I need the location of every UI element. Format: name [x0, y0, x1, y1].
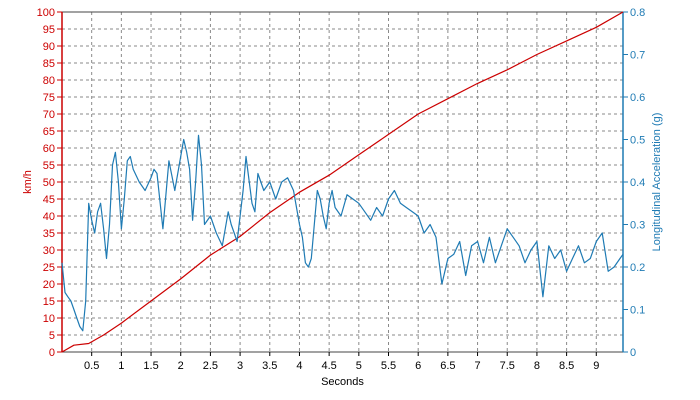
left-axis: 0 5 10 15 20 25 30 35 40 45 50 55 60 65 70 75 80 85 90 95 10… [37, 7, 63, 359]
right-tick-label: 0.1 [630, 305, 645, 317]
left-tick-label: 80 [43, 75, 55, 87]
right-tick-label: 0.3 [630, 220, 645, 232]
left-tick-label: 10 [43, 313, 55, 325]
x-tick-label: 2 [178, 360, 184, 372]
left-tick-label: 55 [43, 160, 55, 172]
left-tick-label: 70 [43, 109, 55, 121]
grid-lines [62, 12, 623, 352]
x-tick-label: 2.5 [203, 360, 218, 372]
left-tick-label: 85 [43, 58, 55, 70]
right-tick-label: 0 [630, 347, 636, 359]
x-tick-label: 3 [237, 360, 243, 372]
x-tick-label: 6 [415, 360, 421, 372]
x-tick-label: 9 [593, 360, 599, 372]
left-tick-label: 25 [43, 262, 55, 274]
x-tick-label: 8 [534, 360, 540, 372]
left-tick-label: 75 [43, 92, 55, 104]
left-tick-label: 15 [43, 296, 55, 308]
x-tick-label: 1.5 [143, 360, 158, 372]
left-tick-label: 65 [43, 126, 55, 138]
left-tick-label: 35 [43, 228, 55, 240]
left-tick-label: 40 [43, 211, 55, 223]
left-tick-label: 0 [49, 347, 55, 359]
right-tick-label: 0.2 [630, 262, 645, 274]
acceleration-line [61, 134, 624, 332]
x-tick-label: 8.5 [559, 360, 574, 372]
right-tick-label: 0.5 [630, 135, 645, 147]
x-tick-label: 1 [118, 360, 124, 372]
x-tick-label: 5.5 [381, 360, 396, 372]
x-tick-label: 7.5 [500, 360, 515, 372]
x-tick-label: 6.5 [440, 360, 455, 372]
x-tick-label: 4.5 [321, 360, 336, 372]
right-tick-label: 0.4 [630, 177, 645, 189]
x-tick-label: 5 [356, 360, 362, 372]
series-layer [61, 11, 624, 353]
left-axis-title: km/h [22, 170, 34, 194]
left-tick-label: 45 [43, 194, 55, 206]
left-tick-label: 30 [43, 245, 55, 257]
speed-line [61, 11, 624, 353]
left-tick-label: 5 [49, 330, 55, 342]
x-axis-title: Seconds [321, 376, 364, 388]
x-tick-label: 0.5 [84, 360, 99, 372]
left-tick-label: 100 [37, 7, 55, 19]
right-tick-label: 0.8 [630, 7, 645, 19]
left-tick-label: 90 [43, 41, 55, 53]
x-tick-label: 7 [474, 360, 480, 372]
x-tick-label: 4 [296, 360, 302, 372]
left-tick-label: 60 [43, 143, 55, 155]
x-axis: 0.5 1 1.5 2 2.5 3 3.5 4 4.5 5 5.5 6 6.5 7 7.5 8 8.5 9 [84, 352, 599, 372]
right-tick-label: 0.6 [630, 92, 645, 104]
left-tick-label: 20 [43, 279, 55, 291]
right-axis-title: Longitudinal Acceleration (g) [651, 113, 663, 252]
left-tick-label: 95 [43, 24, 55, 36]
right-tick-label: 0.7 [630, 50, 645, 62]
left-tick-label: 50 [43, 177, 55, 189]
x-tick-label: 3.5 [262, 360, 277, 372]
right-axis: 0 0.1 0.2 0.3 0.4 0.5 0.6 0.7 0.8 [622, 7, 645, 359]
